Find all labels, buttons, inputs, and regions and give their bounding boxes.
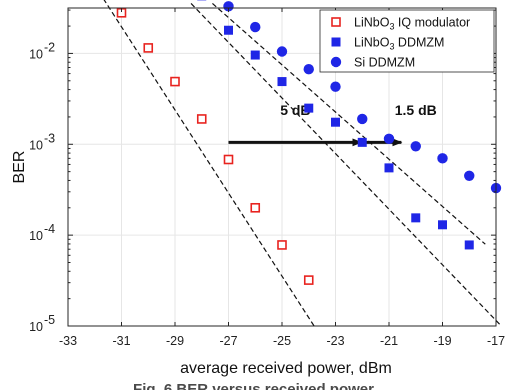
x-tick-label: -27 — [219, 334, 237, 348]
data-point-series-2 — [384, 163, 394, 173]
x-axis-label: average received power, dBm — [180, 360, 392, 377]
legend-entry-label: LiNbO3 IQ modulator — [354, 16, 470, 32]
shift-label: 1.5 dB — [395, 102, 437, 118]
annotations: 5 dB 1.5 dB — [228, 102, 437, 147]
data-point-series-1 — [303, 275, 314, 285]
x-tick-label: -25 — [273, 334, 291, 348]
fit-line — [103, 0, 315, 327]
x-tick-label: -31 — [112, 334, 130, 348]
data-point-series-1 — [250, 202, 261, 213]
y-axis-label: BER — [11, 151, 28, 184]
legend-marker — [331, 37, 341, 47]
fit-lines — [103, 0, 502, 327]
data-point-series-2 — [331, 117, 340, 127]
legend: LiNbO3 IQ modulator LiNbO3 DDMZM Si DDMZM — [319, 9, 495, 73]
x-tick-label: -33 — [59, 334, 77, 348]
fit-line — [190, 3, 502, 327]
data-point-series-3 — [437, 153, 448, 164]
data-point-series-3 — [276, 46, 288, 57]
data-point-series-1 — [196, 114, 207, 124]
data-point-series-3 — [410, 141, 421, 152]
data-point-series-1 — [143, 43, 154, 53]
fit-line — [212, 3, 486, 245]
y-tick-exponent: -3 — [44, 131, 55, 145]
data-point-series-2 — [277, 77, 287, 87]
y-tick-exponent: -4 — [44, 222, 55, 236]
data-point-series-2 — [250, 50, 260, 60]
data-point-series-3 — [250, 21, 261, 33]
x-tick-label: -23 — [326, 334, 344, 348]
data-points — [116, 0, 502, 285]
data-point-series-1 — [277, 240, 287, 250]
x-tick-label: -29 — [166, 334, 184, 348]
x-tick-label: -19 — [433, 334, 451, 348]
x-tick-label: -17 — [487, 334, 505, 348]
data-point-series-2 — [464, 240, 474, 250]
data-point-series-3 — [223, 1, 234, 12]
legend-box — [319, 9, 495, 73]
y-tick-exponent: -5 — [44, 313, 55, 327]
data-point-series-2 — [224, 25, 233, 35]
data-point-series-2 — [304, 103, 314, 113]
data-point-series-1 — [170, 76, 180, 87]
y-tick-exponent: -2 — [44, 40, 55, 54]
data-point-series-2 — [357, 137, 367, 147]
y-tick-label: 10 — [29, 138, 43, 152]
shift-label: 5 dB — [280, 102, 310, 118]
legend-entry-label: Si DDMZM — [354, 56, 415, 70]
data-point-series-3 — [357, 113, 368, 125]
legend-marker — [330, 56, 342, 68]
legend-entry-label: LiNbO3 DDMZM — [354, 36, 444, 52]
data-point-series-3 — [383, 133, 395, 144]
legend-marker — [331, 17, 341, 27]
data-point-series-3 — [303, 64, 314, 75]
data-point-series-3 — [464, 170, 475, 181]
x-tick-label: -21 — [380, 334, 398, 348]
data-point-series-2 — [438, 220, 447, 230]
y-tick-label: 10 — [29, 47, 43, 61]
y-tick-label: 10 — [29, 229, 43, 243]
data-point-series-3 — [330, 81, 341, 92]
data-point-series-1 — [223, 154, 234, 165]
y-tick-label: 10 — [29, 320, 43, 334]
figure-caption: Fig. 6 BER versus received power — [133, 381, 374, 390]
data-point-series-2 — [411, 213, 421, 223]
